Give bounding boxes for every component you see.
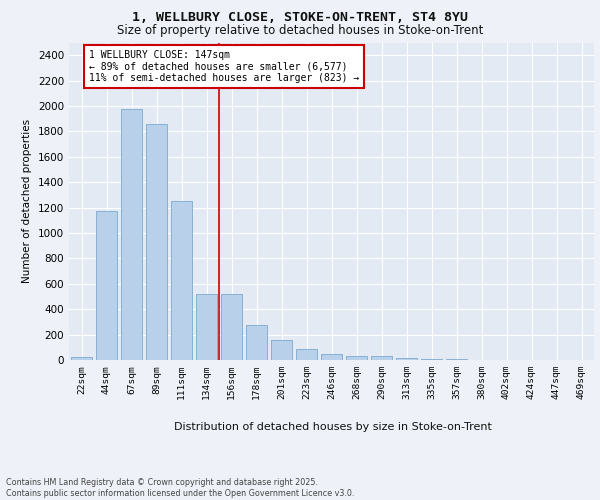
Bar — [321, 354, 342, 360]
Bar — [96, 211, 117, 360]
Bar — [346, 356, 367, 360]
Bar — [221, 294, 242, 360]
Bar — [146, 124, 167, 360]
Bar — [296, 349, 317, 360]
Bar — [271, 340, 292, 360]
Y-axis label: Number of detached properties: Number of detached properties — [22, 119, 32, 284]
Bar — [246, 325, 267, 360]
Bar — [71, 357, 92, 360]
Text: Contains HM Land Registry data © Crown copyright and database right 2025.
Contai: Contains HM Land Registry data © Crown c… — [6, 478, 355, 498]
Bar — [121, 109, 142, 360]
Text: 1 WELLBURY CLOSE: 147sqm
← 89% of detached houses are smaller (6,577)
11% of sem: 1 WELLBURY CLOSE: 147sqm ← 89% of detach… — [89, 50, 359, 84]
Bar — [371, 356, 392, 360]
Bar — [396, 358, 417, 360]
Text: Size of property relative to detached houses in Stoke-on-Trent: Size of property relative to detached ho… — [117, 24, 483, 37]
Bar — [171, 201, 192, 360]
Text: 1, WELLBURY CLOSE, STOKE-ON-TRENT, ST4 8YU: 1, WELLBURY CLOSE, STOKE-ON-TRENT, ST4 8… — [132, 11, 468, 24]
Text: Distribution of detached houses by size in Stoke-on-Trent: Distribution of detached houses by size … — [174, 422, 492, 432]
Bar — [196, 294, 217, 360]
